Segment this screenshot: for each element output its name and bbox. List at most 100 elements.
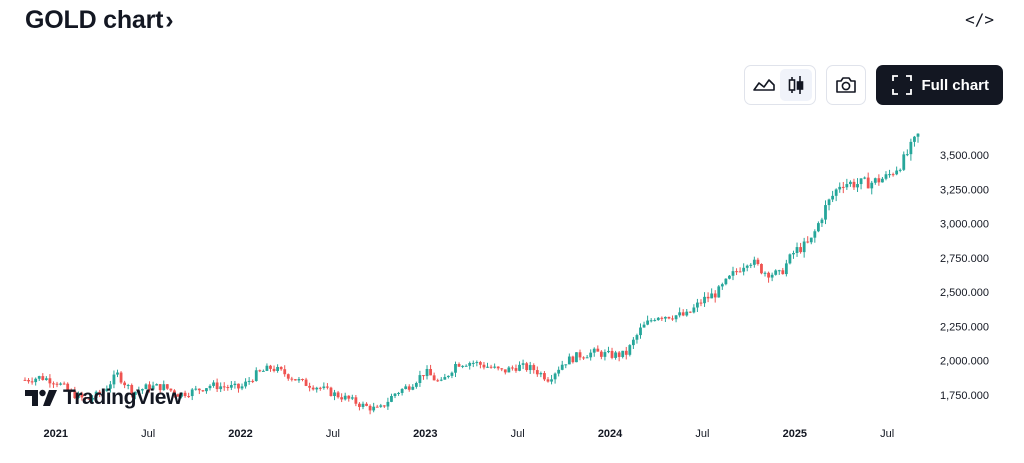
candle [592,347,596,357]
candle-body [610,350,614,358]
page-title[interactable]: GOLD chart› [25,6,174,35]
candle [841,181,845,194]
candle [631,337,635,350]
candlestick-button[interactable] [780,69,813,101]
candle-body [208,385,212,389]
x-tick-label: 2025 [783,428,807,440]
candle-body [859,178,863,185]
candle [518,361,521,372]
candle [777,269,781,275]
candle [692,304,696,314]
candle [849,180,852,187]
candle-body [589,352,593,358]
candle [873,177,877,185]
candle [624,346,628,360]
candle-body [276,366,280,371]
candle-body [856,184,859,188]
candle-body [165,384,169,389]
candle-body [521,363,525,365]
candle [52,381,55,388]
candle-body [414,383,418,387]
candle-body [379,405,383,407]
candle [738,267,742,273]
candle-body [905,154,909,156]
candle-body [891,174,895,176]
candle-body [489,366,493,368]
snapshot-button[interactable] [826,65,867,105]
candle-body [535,370,539,375]
candle [905,149,909,157]
candle-body [756,259,760,264]
candle [432,372,436,381]
candle-body [187,396,191,398]
candle-body [180,392,183,397]
candle-body [432,375,436,381]
candle-body [692,307,696,313]
area-chart-button[interactable] [748,69,780,101]
candle-body [774,270,778,275]
embed-code-icon[interactable]: </> [965,10,994,29]
candle-body [201,390,205,392]
candle [144,383,148,390]
candle [649,318,653,323]
candle-body [254,370,258,381]
candle [774,269,778,276]
candle-body [895,170,899,175]
candle [59,382,62,386]
candle [784,259,788,277]
candle-body [123,382,127,386]
candle [286,373,290,381]
candle-body [130,385,134,395]
candle [909,138,913,161]
candle-body [824,205,827,220]
candle-body [59,383,62,385]
candle-body [269,365,272,369]
candle [30,377,34,385]
candle-body [582,357,585,359]
candle [393,392,397,399]
candle [599,350,603,360]
candle-body [84,397,87,399]
candle-body [752,259,756,265]
candle [891,172,895,177]
candle-body [151,385,155,390]
candle [831,190,835,203]
candle-body [194,388,198,390]
y-tick-label: 2,500.000 [940,287,989,299]
candle [215,378,219,392]
candle-body [34,378,38,383]
candle-body [69,389,73,391]
candle-body [685,311,689,316]
candle-body [913,136,916,142]
candle-body [382,405,386,407]
chevron-right-icon: › [165,6,174,34]
candle [112,370,116,389]
candle [297,376,301,383]
candle [478,360,482,369]
candle-body [614,352,617,358]
candle-body [372,406,376,411]
full-chart-button[interactable]: Full chart [876,65,1003,105]
y-tick-label: 2,750.000 [940,253,989,265]
candle-body [728,275,731,279]
candle [881,177,884,183]
candle-body [493,366,497,368]
candle [429,364,432,376]
candle [155,383,159,386]
tradingview-logo[interactable]: TradingView [25,386,182,410]
candle-body [350,397,354,399]
candle [756,257,760,266]
candle [607,346,610,354]
candle-body [525,363,529,371]
candle [233,380,237,389]
candle [237,383,240,393]
candle-body [41,376,45,380]
candle [813,229,817,243]
candle-body [169,388,173,391]
candle-body [30,381,34,383]
candle-body [27,379,30,382]
candle-body [446,375,450,378]
candle-body [849,181,852,185]
candle-body [176,394,180,397]
